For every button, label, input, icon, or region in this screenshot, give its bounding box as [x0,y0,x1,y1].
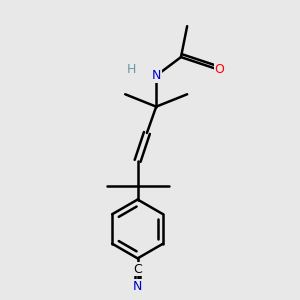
Text: C: C [133,263,142,276]
Text: N: N [133,280,142,293]
Text: O: O [215,63,225,76]
Text: N: N [152,69,161,82]
Text: H: H [127,63,136,76]
